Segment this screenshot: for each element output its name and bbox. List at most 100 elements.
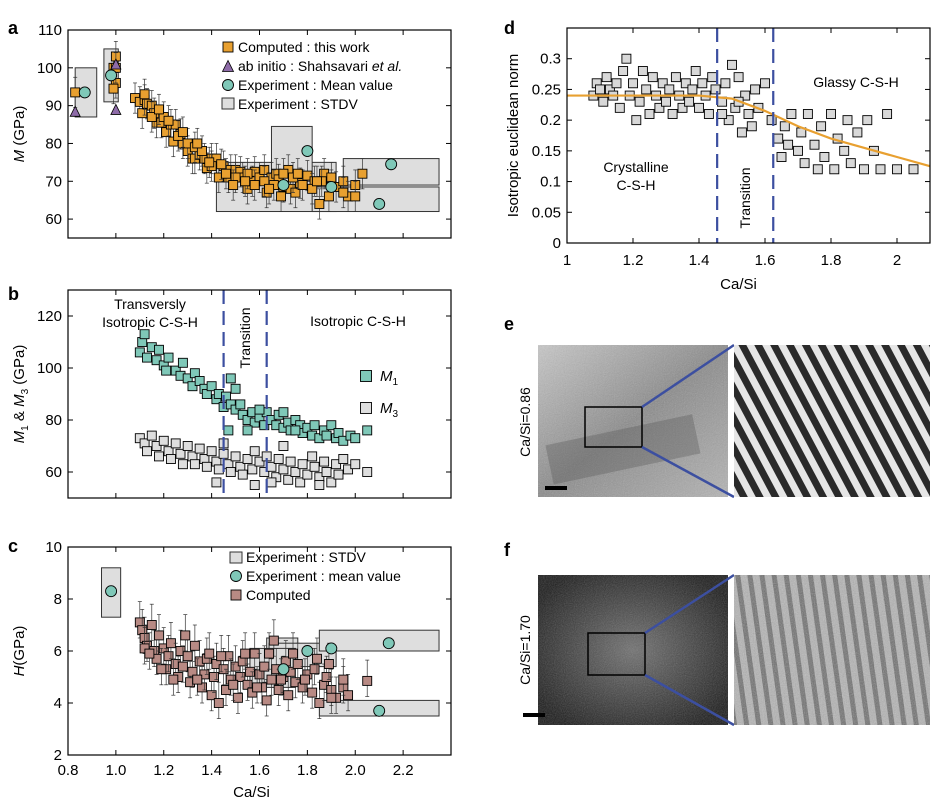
micrograph-f-scalebar [523, 713, 545, 717]
panel-letter-e: e [504, 314, 514, 334]
norm-point [773, 133, 784, 144]
norm-point [733, 72, 744, 83]
norm-point [694, 102, 704, 113]
computed-point [261, 695, 272, 706]
norm-point [746, 121, 757, 132]
m1-point [139, 329, 150, 340]
norm-point [743, 109, 754, 119]
m3-point [283, 474, 294, 485]
m3-point [211, 477, 222, 488]
mean-point [385, 158, 398, 171]
mean-point [373, 704, 386, 717]
region-label-right: Isotropic C-S-H [310, 313, 406, 329]
computed-point [228, 180, 239, 191]
micrograph-f-label: Ca/Si=1.70 [517, 615, 533, 685]
x-tick-label: 1.0 [105, 762, 126, 779]
computed-point [278, 168, 289, 179]
mean-point [301, 145, 314, 157]
norm-point [667, 109, 678, 119]
m3-point [225, 467, 236, 477]
m3-point [297, 459, 308, 470]
abinitio-point [110, 58, 122, 70]
m1-point [223, 425, 234, 436]
computed-point [139, 89, 150, 100]
norm-point [727, 59, 737, 70]
computed-point [154, 630, 164, 641]
y-tick-label: 100 [37, 60, 62, 77]
m3-point [206, 446, 217, 457]
m1-point [163, 352, 174, 363]
y-tick-label: 0.3 [540, 51, 561, 68]
chart-c: 2 4 6 8 10 0.8 1.0 1.2 1.4 1.6 1.8 2.0 2.2 Ca/Si H(GPa… [11, 539, 452, 801]
y-tick-label: 120 [37, 308, 62, 325]
micrograph-e-zoom-box [584, 406, 643, 448]
computed-point [182, 651, 193, 662]
norm-point [875, 164, 886, 175]
m3-point [237, 469, 248, 480]
panel-letter-d: d [504, 18, 515, 38]
computed-point [233, 692, 243, 703]
computed-point [259, 661, 270, 672]
m3-point [326, 477, 337, 488]
x-tick-label: 1.8 [821, 252, 842, 269]
norm-point [707, 72, 718, 83]
norm-point [677, 102, 688, 113]
m3-point [254, 456, 265, 467]
computed-point [288, 648, 298, 659]
m3-point [230, 451, 241, 462]
micrograph-f: Ca/Si=1.70 [517, 573, 930, 727]
m3-point [151, 441, 162, 451]
norm-point [776, 152, 787, 162]
norm-point [670, 72, 681, 83]
panel-letter-f: f [504, 540, 511, 560]
norm-point [595, 84, 605, 95]
computed-point [240, 176, 251, 187]
micrograph-e-label: Ca/Si=0.86 [517, 387, 533, 457]
norm-point [783, 139, 794, 150]
y-axis-label: M (GPa) [11, 106, 28, 163]
norm-point [842, 115, 853, 126]
panel-letter-a: a [8, 18, 19, 38]
legend-marker-computed [230, 589, 242, 601]
norm-point [710, 84, 721, 95]
x-tick-label: 1.2 [153, 762, 174, 779]
norm-point [908, 164, 919, 175]
norm-point [882, 109, 893, 119]
norm-point [614, 102, 625, 113]
computed-point [362, 675, 373, 686]
computed-point [154, 104, 164, 115]
y-tick-label: 10 [45, 539, 62, 556]
y-tick-label: 100 [37, 360, 62, 377]
m3-point [331, 459, 342, 470]
norm-point [779, 121, 790, 132]
x-tick-label: 1 [563, 252, 571, 269]
m3-point [319, 456, 330, 467]
stdv-box [318, 629, 440, 652]
norm-point [786, 109, 797, 119]
panel-letter-b: b [8, 284, 19, 304]
computed-point [108, 83, 119, 94]
chart-a: 60 70 80 90 100 110 M (GPa) Computed : this wor… [11, 22, 452, 239]
m3-point [285, 456, 296, 467]
norm-point [644, 109, 655, 119]
chart-b: 60 80 100 120 Transversly Isotropic C-S-H Tran… [11, 289, 452, 499]
computed-point [292, 659, 303, 669]
y-tick-label: 8 [54, 591, 62, 608]
computed-point [137, 108, 148, 119]
computed-point [264, 183, 275, 194]
y-tick-label: 0.15 [532, 143, 561, 160]
y-tick-label: 0 [553, 235, 561, 252]
m1-point [290, 425, 301, 436]
mean-point [325, 642, 338, 655]
micrograph-e-zoom-image [734, 345, 930, 497]
computed-point [163, 651, 174, 662]
computed-point [177, 127, 188, 138]
norm-point [684, 96, 695, 107]
m1-point [259, 420, 270, 431]
x-tick-label: 2.0 [345, 762, 366, 779]
y-tick-label: 80 [45, 412, 62, 429]
norm-point [862, 115, 873, 126]
norm-point [736, 127, 747, 138]
y-tick-label: 0.2 [540, 112, 561, 129]
legend-marker-stdv [221, 97, 235, 110]
